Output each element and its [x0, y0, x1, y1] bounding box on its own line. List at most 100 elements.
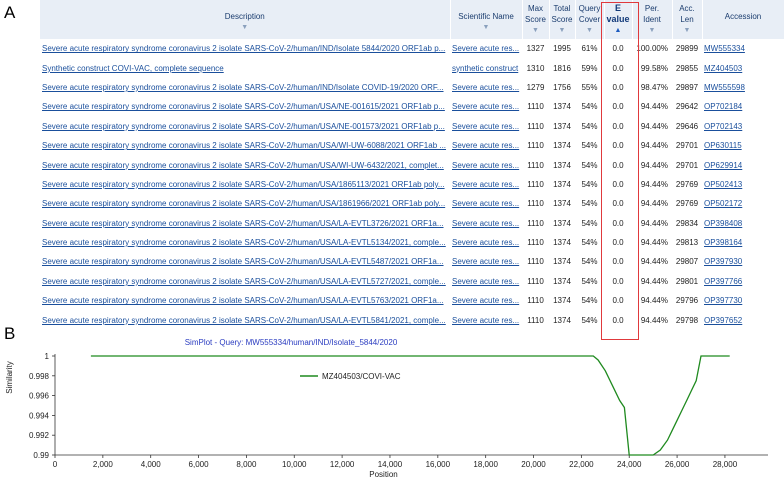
per-ident-cell: 94.44% [640, 238, 668, 248]
x-tick-label: 6,000 [189, 460, 210, 469]
column-header-accession[interactable]: Accession [702, 0, 784, 39]
sort-icon[interactable]: ▼ [532, 27, 539, 34]
column-header-max-score[interactable]: Max Score ▼ [522, 0, 550, 39]
x-tick-label: 20,000 [521, 460, 546, 469]
scientific-name-link[interactable]: Severe acute res... [452, 121, 520, 131]
scientific-name-link[interactable]: Severe acute res... [452, 276, 520, 286]
description-link[interactable]: Severe acute respiratory syndrome corona… [42, 218, 444, 228]
column-header-acc-len[interactable]: Acc. Len ▼ [672, 0, 703, 39]
accession-link[interactable]: OP397730 [704, 296, 743, 306]
x-tick-label: 2,000 [93, 460, 114, 469]
max-score-cell: 1110 [527, 238, 544, 248]
acc-len-cell: 29813 [675, 238, 699, 248]
total-score-cell: 1816 [553, 63, 571, 73]
per-ident-cell: 94.44% [640, 160, 668, 170]
table-row: Synthetic construct COVI-VAC, complete s… [40, 58, 784, 77]
description-link[interactable]: Severe acute respiratory syndrome corona… [42, 82, 444, 92]
sort-icon[interactable]: ▼ [482, 24, 490, 31]
description-link[interactable]: Severe acute respiratory syndrome corona… [42, 257, 444, 267]
accession-cell: OP702143 [702, 117, 784, 136]
description-link[interactable]: Severe acute respiratory syndrome corona… [42, 199, 446, 209]
scientific-name-cell: Severe acute res... [450, 214, 522, 233]
table-row: Severe acute respiratory syndrome corona… [40, 175, 784, 194]
sort-icon[interactable]: ▼ [241, 24, 249, 31]
query-cover-cell: 54% [581, 276, 598, 286]
acc-len-cell: 29807 [675, 257, 699, 267]
scientific-name-link[interactable]: Severe acute res... [452, 82, 520, 92]
accession-link[interactable]: OP629914 [704, 160, 743, 170]
scientific-name-link[interactable]: Severe acute res... [452, 257, 520, 267]
accession-link[interactable]: MW555334 [704, 44, 745, 54]
sort-icon[interactable]: ▼ [586, 27, 593, 34]
sort-icon[interactable]: ▼ [683, 27, 691, 34]
description-link[interactable]: Severe acute respiratory syndrome corona… [42, 121, 445, 131]
accession-link[interactable]: OP702143 [704, 121, 743, 131]
scientific-name-link[interactable]: Severe acute res... [452, 160, 520, 170]
accession-link[interactable]: OP397652 [704, 315, 743, 325]
scientific-name-link[interactable]: Severe acute res... [452, 238, 520, 248]
column-header-total-score[interactable]: Total Score ▼ [549, 0, 576, 39]
query-cover-cell: 54% [581, 121, 598, 131]
description-link[interactable]: Severe acute respiratory syndrome corona… [42, 296, 444, 306]
acc-len-cell: 29796 [675, 296, 699, 306]
accession-link[interactable]: OP397766 [704, 276, 743, 286]
column-header-per-ident[interactable]: Per. Ident ▼ [632, 0, 673, 39]
sort-icon[interactable]: ▲ [614, 27, 622, 34]
description-link[interactable]: Severe acute respiratory syndrome corona… [42, 276, 446, 286]
description-link[interactable]: Severe acute respiratory syndrome corona… [42, 179, 445, 189]
accession-link[interactable]: MZ404503 [704, 63, 743, 73]
description-link[interactable]: Severe acute respiratory syndrome corona… [42, 160, 444, 170]
column-header-label: Accession [724, 12, 762, 21]
description-link[interactable]: Synthetic construct COVI-VAC, complete s… [42, 63, 224, 73]
scientific-name-link[interactable]: Severe acute res... [452, 199, 520, 209]
accession-link[interactable]: OP397930 [704, 257, 743, 267]
y-tick-label: 0.998 [29, 372, 50, 381]
scientific-name-link[interactable]: Severe acute res... [452, 102, 520, 112]
accession-link[interactable]: OP702184 [704, 102, 743, 112]
scientific-name-link[interactable]: Severe acute res... [452, 218, 520, 228]
scientific-name-cell: Severe acute res... [450, 97, 522, 116]
accession-link[interactable]: OP398408 [704, 218, 743, 228]
scientific-name-link[interactable]: synthetic construct [452, 63, 519, 73]
description-link[interactable]: Severe acute respiratory syndrome corona… [42, 44, 446, 54]
scientific-name-cell: Severe acute res... [450, 155, 522, 174]
column-header-query-cover[interactable]: Query Cover ▼ [575, 0, 605, 39]
x-tick-label: 0 [53, 460, 58, 469]
x-tick-label: 8,000 [236, 460, 257, 469]
description-cell: Severe acute respiratory syndrome corona… [40, 310, 450, 329]
column-header-label: E value [606, 3, 630, 24]
accession-link[interactable]: MW555598 [704, 82, 745, 92]
sort-icon[interactable]: ▼ [648, 27, 656, 34]
total-score-cell: 1374 [553, 199, 571, 209]
table-row: Severe acute respiratory syndrome corona… [40, 252, 784, 271]
accession-cell: OP397766 [702, 272, 784, 291]
accession-link[interactable]: OP398164 [704, 238, 743, 248]
query-cover-cell: 54% [581, 160, 598, 170]
scientific-name-link[interactable]: Severe acute res... [452, 179, 520, 189]
scientific-name-link[interactable]: Severe acute res... [452, 315, 520, 325]
x-tick-label: 22,000 [569, 460, 594, 469]
accession-link[interactable]: OP502413 [704, 179, 743, 189]
description-link[interactable]: Severe acute respiratory syndrome corona… [42, 102, 445, 112]
sort-icon[interactable]: ▼ [558, 27, 566, 34]
e-value-cell: 0.0 [612, 315, 624, 325]
accession-cell: OP502413 [702, 175, 784, 194]
panel-label-b: B [4, 324, 16, 343]
accession-link[interactable]: OP630115 [704, 141, 742, 151]
scientific-name-link[interactable]: Severe acute res... [452, 296, 520, 306]
column-header-e-value[interactable]: E value ▲ [604, 0, 633, 39]
max-score-cell: 1110 [527, 121, 544, 131]
scientific-name-link[interactable]: Severe acute res... [452, 44, 520, 54]
column-header-scientific-name[interactable]: Scientific Name ▼ [450, 0, 523, 39]
scientific-name-link[interactable]: Severe acute res... [452, 141, 520, 151]
total-score-cell: 1374 [553, 276, 571, 286]
max-score-cell: 1110 [527, 141, 544, 151]
column-header-description[interactable]: Description ▼ [40, 0, 451, 39]
x-tick-label: 18,000 [473, 460, 498, 469]
description-link[interactable]: Severe acute respiratory syndrome corona… [42, 238, 446, 248]
description-link[interactable]: Severe acute respiratory syndrome corona… [42, 141, 447, 151]
scientific-name-cell: Severe acute res... [450, 175, 522, 194]
description-link[interactable]: Severe acute respiratory syndrome corona… [42, 315, 446, 325]
description-cell: Severe acute respiratory syndrome corona… [40, 175, 450, 194]
accession-link[interactable]: OP502172 [704, 199, 743, 209]
